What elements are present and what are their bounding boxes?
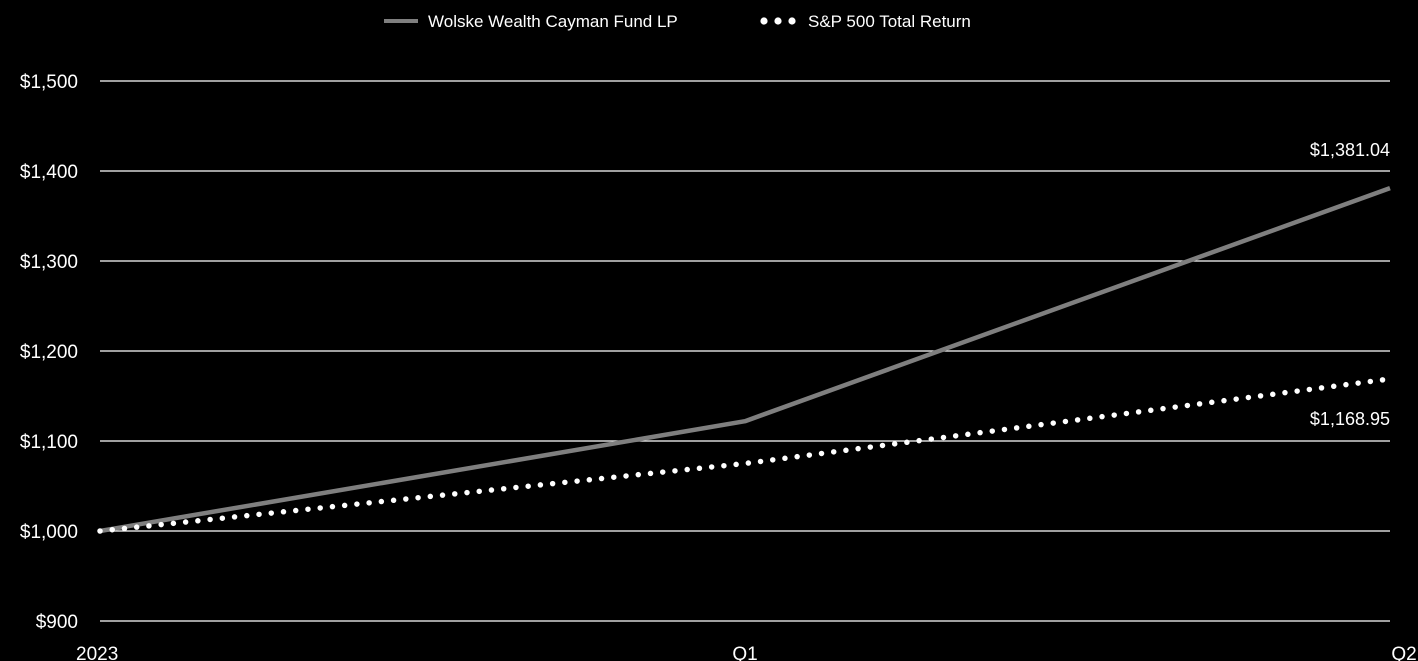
y-tick-label: $1,300 — [20, 252, 78, 273]
series-line-fund — [99, 185, 1391, 534]
legend-label-sp500: S&P 500 Total Return — [808, 12, 971, 31]
series-group — [97, 185, 1393, 534]
legend-label-fund: Wolske Wealth Cayman Fund LP — [428, 12, 678, 31]
legend-swatch-sp500 — [760, 17, 796, 25]
end-label-fund: $1,381.04 — [1310, 140, 1390, 160]
legend: Wolske Wealth Cayman Fund LP S&P 500 Tot… — [384, 12, 971, 31]
y-axis-ticks: $1,500 $1,400 $1,300 $1,200 $1,100 $1,000 $900 — [20, 72, 78, 633]
end-labels: $1,381.04 $1,168.95 — [1310, 140, 1390, 429]
series-line-sp500 — [97, 376, 1393, 534]
x-tick-label: Q1 — [732, 644, 757, 661]
x-tick-label: 2023 — [76, 644, 118, 661]
legend-dot — [788, 17, 796, 25]
legend-dot — [760, 17, 768, 25]
gridlines — [100, 80, 1390, 622]
y-tick-label: $900 — [36, 612, 78, 633]
y-tick-label: $1,500 — [20, 72, 78, 93]
y-tick-label: $1,400 — [20, 162, 78, 183]
x-tick-label: Q2 — [1391, 644, 1416, 661]
y-tick-label: $1,000 — [20, 522, 78, 543]
end-label-sp500: $1,168.95 — [1310, 409, 1390, 429]
legend-dot — [774, 17, 782, 25]
x-axis-ticks: 2023 Q1 Q2 — [76, 644, 1417, 661]
y-tick-label: $1,100 — [20, 432, 78, 453]
y-tick-label: $1,200 — [20, 342, 78, 363]
